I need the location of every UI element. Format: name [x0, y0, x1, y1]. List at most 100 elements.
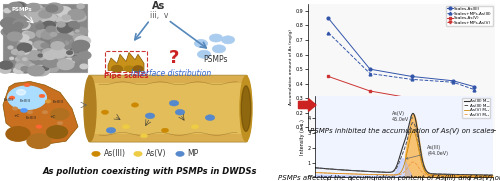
Line: Scales+MPs-As(V): Scales+MPs-As(V)	[327, 97, 476, 123]
Circle shape	[12, 49, 20, 54]
Circle shape	[169, 100, 179, 106]
Circle shape	[41, 35, 54, 43]
Circle shape	[28, 6, 36, 11]
Circle shape	[0, 67, 10, 73]
Ellipse shape	[241, 86, 251, 131]
Scales+MPs-As(III)	[326, 32, 332, 34]
Circle shape	[50, 26, 61, 32]
Text: As(III): As(III)	[104, 149, 126, 158]
Circle shape	[20, 108, 28, 113]
Circle shape	[192, 125, 198, 129]
As(V) M₁₁	[312, 171, 318, 174]
Circle shape	[56, 17, 68, 24]
Text: Pipe scales: Pipe scales	[104, 73, 148, 79]
Circle shape	[20, 8, 34, 17]
Circle shape	[42, 31, 54, 39]
Legend: As(III) M₁₁, As(III) M₁₂, As(V) M₁₁, As(V) M₁₂: As(III) M₁₁, As(III) M₁₂, As(V) M₁₁, As(…	[462, 98, 490, 118]
Circle shape	[48, 43, 52, 46]
Text: As(V)
45.0eV: As(V) 45.0eV	[392, 111, 412, 122]
As(III) M₁₂	[312, 167, 318, 169]
Circle shape	[74, 27, 88, 35]
As(III) M₁₁	[410, 112, 416, 115]
Circle shape	[10, 57, 14, 60]
Circle shape	[198, 50, 210, 58]
Circle shape	[8, 86, 46, 110]
Scales+MPs-As(III)	[367, 72, 373, 75]
Text: PSMPs inhibited the accumulation of As(V) on scales: PSMPs inhibited the accumulation of As(V…	[310, 127, 494, 134]
Circle shape	[40, 30, 50, 36]
Circle shape	[46, 5, 58, 12]
Circle shape	[22, 45, 36, 54]
Circle shape	[4, 25, 22, 36]
As(III) M₁₂	[408, 124, 414, 127]
Circle shape	[18, 40, 32, 48]
Circle shape	[46, 65, 58, 72]
As(V) M₁₂	[458, 175, 464, 177]
Circle shape	[68, 9, 85, 20]
Line: As(III) M₁₁: As(III) M₁₁	[315, 113, 492, 175]
Circle shape	[0, 18, 18, 28]
Circle shape	[50, 23, 62, 29]
Text: Fe(II): Fe(II)	[4, 98, 14, 102]
Circle shape	[42, 66, 49, 70]
Circle shape	[133, 66, 143, 72]
Scales-As(V)	[326, 75, 332, 77]
Circle shape	[68, 51, 73, 54]
Circle shape	[44, 58, 59, 68]
Circle shape	[36, 125, 42, 129]
Y-axis label: Intensity (a.u.): Intensity (a.u.)	[300, 119, 305, 155]
Circle shape	[5, 63, 8, 65]
Polygon shape	[108, 52, 144, 71]
As(III) M₁₁	[312, 167, 318, 169]
As(III) M₁₁	[486, 174, 492, 176]
Text: iii,  v: iii, v	[150, 11, 168, 20]
Polygon shape	[3, 81, 78, 145]
Circle shape	[140, 134, 147, 138]
As(V) M₁₁	[418, 159, 424, 161]
Circle shape	[75, 36, 90, 46]
Circle shape	[58, 42, 64, 46]
Circle shape	[67, 51, 72, 54]
Circle shape	[1, 28, 15, 36]
Circle shape	[66, 22, 80, 30]
Circle shape	[38, 54, 42, 57]
Line: As(V) M₁₁: As(V) M₁₁	[315, 131, 492, 176]
Circle shape	[50, 40, 55, 43]
Circle shape	[76, 11, 83, 15]
As(III) M₁₂	[418, 155, 424, 157]
Circle shape	[37, 54, 46, 60]
Text: Interface distribution: Interface distribution	[131, 69, 211, 78]
Circle shape	[9, 96, 15, 100]
Circle shape	[58, 15, 66, 20]
Line: As(III) M₁₂: As(III) M₁₂	[315, 123, 492, 175]
Circle shape	[92, 151, 100, 156]
Circle shape	[68, 50, 72, 52]
Line: Scales+MPs-As(III): Scales+MPs-As(III)	[327, 31, 476, 91]
Circle shape	[14, 67, 24, 73]
Text: +C: +C	[50, 115, 56, 119]
Circle shape	[72, 46, 81, 51]
Circle shape	[28, 66, 44, 76]
Circle shape	[30, 17, 38, 22]
As(V) M₁₂	[396, 174, 402, 176]
As(V) M₁₂	[490, 175, 496, 177]
Circle shape	[71, 40, 76, 43]
Circle shape	[27, 134, 51, 148]
Circle shape	[51, 42, 64, 50]
Scales-As(III)	[367, 68, 373, 70]
Circle shape	[68, 21, 79, 28]
Circle shape	[22, 31, 31, 37]
Circle shape	[4, 9, 10, 13]
Circle shape	[18, 65, 32, 73]
Circle shape	[24, 32, 35, 38]
Circle shape	[57, 22, 65, 27]
Scales-As(V)	[408, 97, 414, 99]
Circle shape	[21, 49, 29, 54]
Circle shape	[8, 28, 16, 33]
Circle shape	[102, 110, 108, 114]
As(V) M₁₂	[398, 173, 404, 176]
Circle shape	[71, 37, 88, 48]
Text: As(III)
(44.0eV): As(III) (44.0eV)	[406, 145, 448, 159]
As(V) M₁₂	[408, 162, 414, 164]
Text: Fe(III): Fe(III)	[26, 116, 37, 121]
